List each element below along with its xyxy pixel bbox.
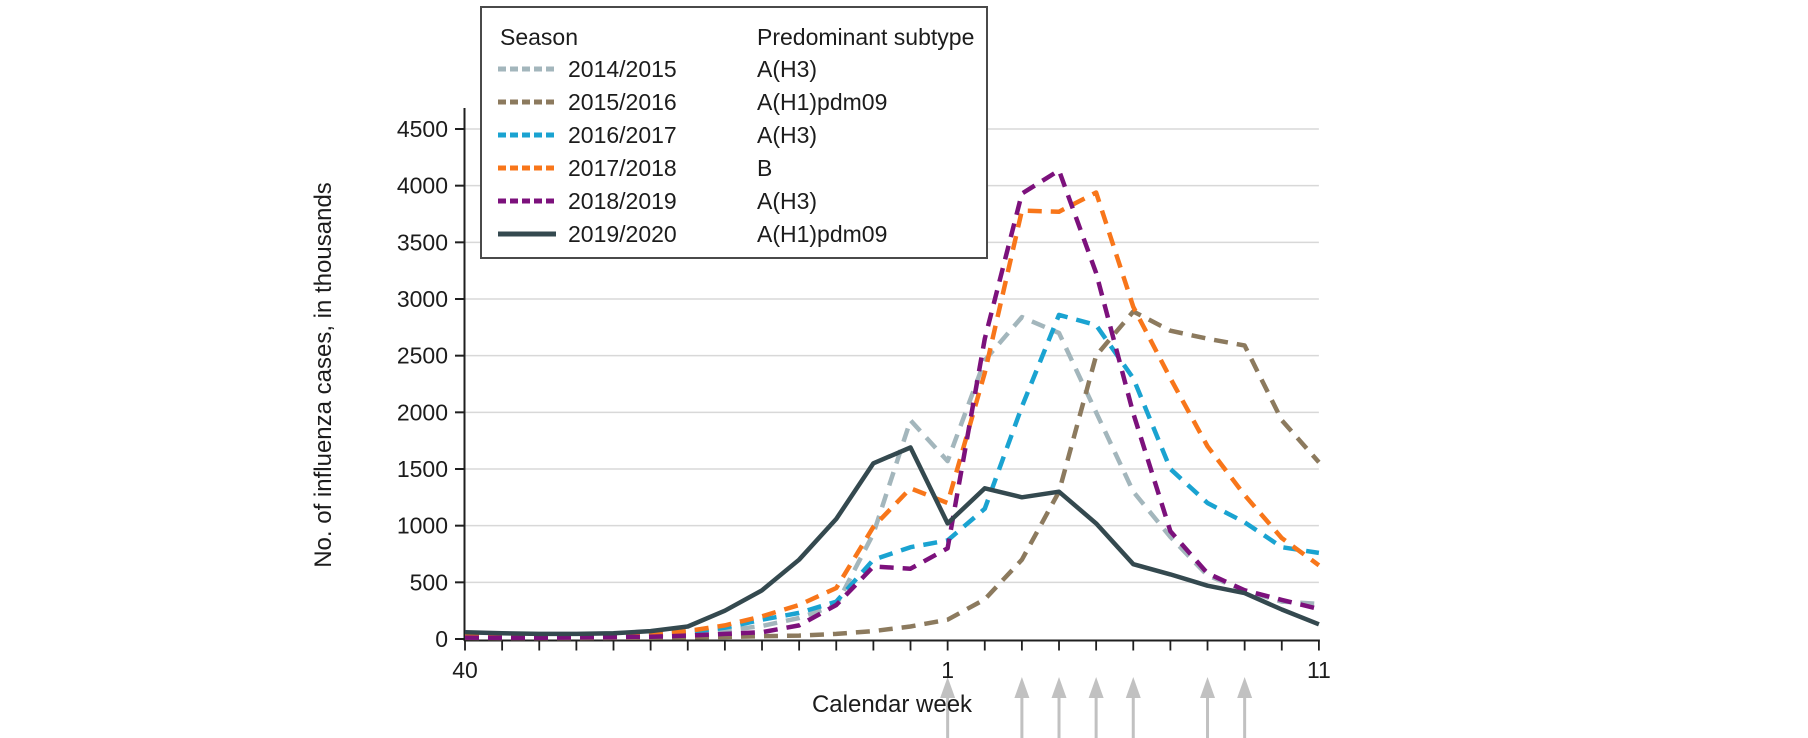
legend-box: Season Predominant subtype 2014/2015 A(H3… (480, 6, 988, 259)
legend-line-sample-icon (498, 99, 556, 105)
series-line-2019-2020 (464, 445, 1320, 637)
intervention-arrow-week-4 (1051, 677, 1067, 738)
legend-line-sample-icon (498, 66, 556, 72)
y-tick-label-1500: 1500 (397, 456, 448, 482)
legend-subtype-label: A(H3) (757, 122, 818, 148)
series-line-2014-2015 (465, 314, 1320, 640)
legend-line-sample-icon (498, 165, 556, 171)
intervention-arrow-week-1 (940, 677, 956, 738)
axes-layer (455, 108, 1320, 651)
intervention-arrow-week-3 (1014, 677, 1030, 738)
legend-subtype-label: A(H3) (757, 56, 818, 82)
y-tick-label-4000: 4000 (397, 173, 448, 199)
y-axis-title: No. of influenza cases, in thousands (310, 182, 337, 568)
y-tick-label-3500: 3500 (397, 229, 448, 255)
arrow-head-icon (1014, 677, 1030, 698)
intervention-arrow-week-9 (1237, 677, 1253, 738)
y-tick-label-2500: 2500 (397, 343, 448, 369)
legend-row-2017-2018: 2017/2018 B (482, 155, 986, 181)
arrow-head-icon (1237, 677, 1253, 698)
legend-season-label: 2015/2016 (568, 89, 677, 115)
legend-line-sample-icon (498, 198, 556, 204)
legend-subtype-label: B (757, 155, 773, 181)
intervention-arrow-week-6 (1125, 677, 1141, 738)
legend-season-label: 2016/2017 (568, 122, 677, 148)
arrow-head-icon (1088, 677, 1104, 698)
legend-season-label: 2014/2015 (568, 56, 677, 82)
legend-row-2016-2017: 2016/2017 A(H3) (482, 122, 986, 148)
legend-subtype-label: A(H1)pdm09 (757, 89, 888, 115)
x-axis-title: Calendar week (812, 691, 973, 718)
series-line-2017-2018 (464, 190, 1321, 639)
legend-line-sample-icon (498, 132, 556, 138)
x-tick-label-40: 40 (452, 657, 478, 683)
legend-subtype-label: A(H3) (757, 188, 818, 214)
arrow-head-icon (1051, 677, 1067, 698)
legend-row-2015-2016: 2015/2016 A(H1)pdm09 (482, 89, 986, 115)
arrow-head-icon (940, 677, 956, 698)
y-tick-label-0: 0 (435, 626, 448, 652)
legend-row-2018-2019: 2018/2019 A(H3) (482, 188, 986, 214)
series-layer (464, 168, 1321, 641)
legend-row-2019-2020: 2019/2020 A(H1)pdm09 (482, 221, 986, 247)
legend-line-sample-icon (498, 231, 556, 237)
arrow-head-icon (1200, 677, 1216, 698)
y-tick-label-500: 500 (410, 569, 448, 595)
y-tick-label-1000: 1000 (397, 513, 448, 539)
legend-subtype-label: A(H1)pdm09 (757, 221, 888, 247)
y-tick-label-2000: 2000 (397, 399, 448, 425)
y-tick-label-4500: 4500 (397, 116, 448, 142)
arrow-head-icon (1125, 677, 1141, 698)
series-line-2018-2019 (464, 168, 1320, 641)
legend-season-label: 2017/2018 (568, 155, 677, 181)
x-tick-label-11: 11 (1307, 657, 1331, 683)
intervention-arrow-week-8 (1200, 677, 1216, 738)
legend-subtype-header: Predominant subtype (757, 24, 975, 50)
y-tick-label-3000: 3000 (397, 286, 448, 312)
legend-season-header: Season (500, 24, 579, 50)
x-tick-label-1: 1 (941, 657, 954, 683)
legend-season-label: 2019/2020 (568, 221, 677, 247)
intervention-arrows-layer (940, 677, 1253, 738)
intervention-arrow-week-5 (1088, 677, 1104, 738)
legend-row-2014-2015: 2014/2015 A(H3) (482, 56, 986, 82)
legend-season-label: 2018/2019 (568, 188, 677, 214)
